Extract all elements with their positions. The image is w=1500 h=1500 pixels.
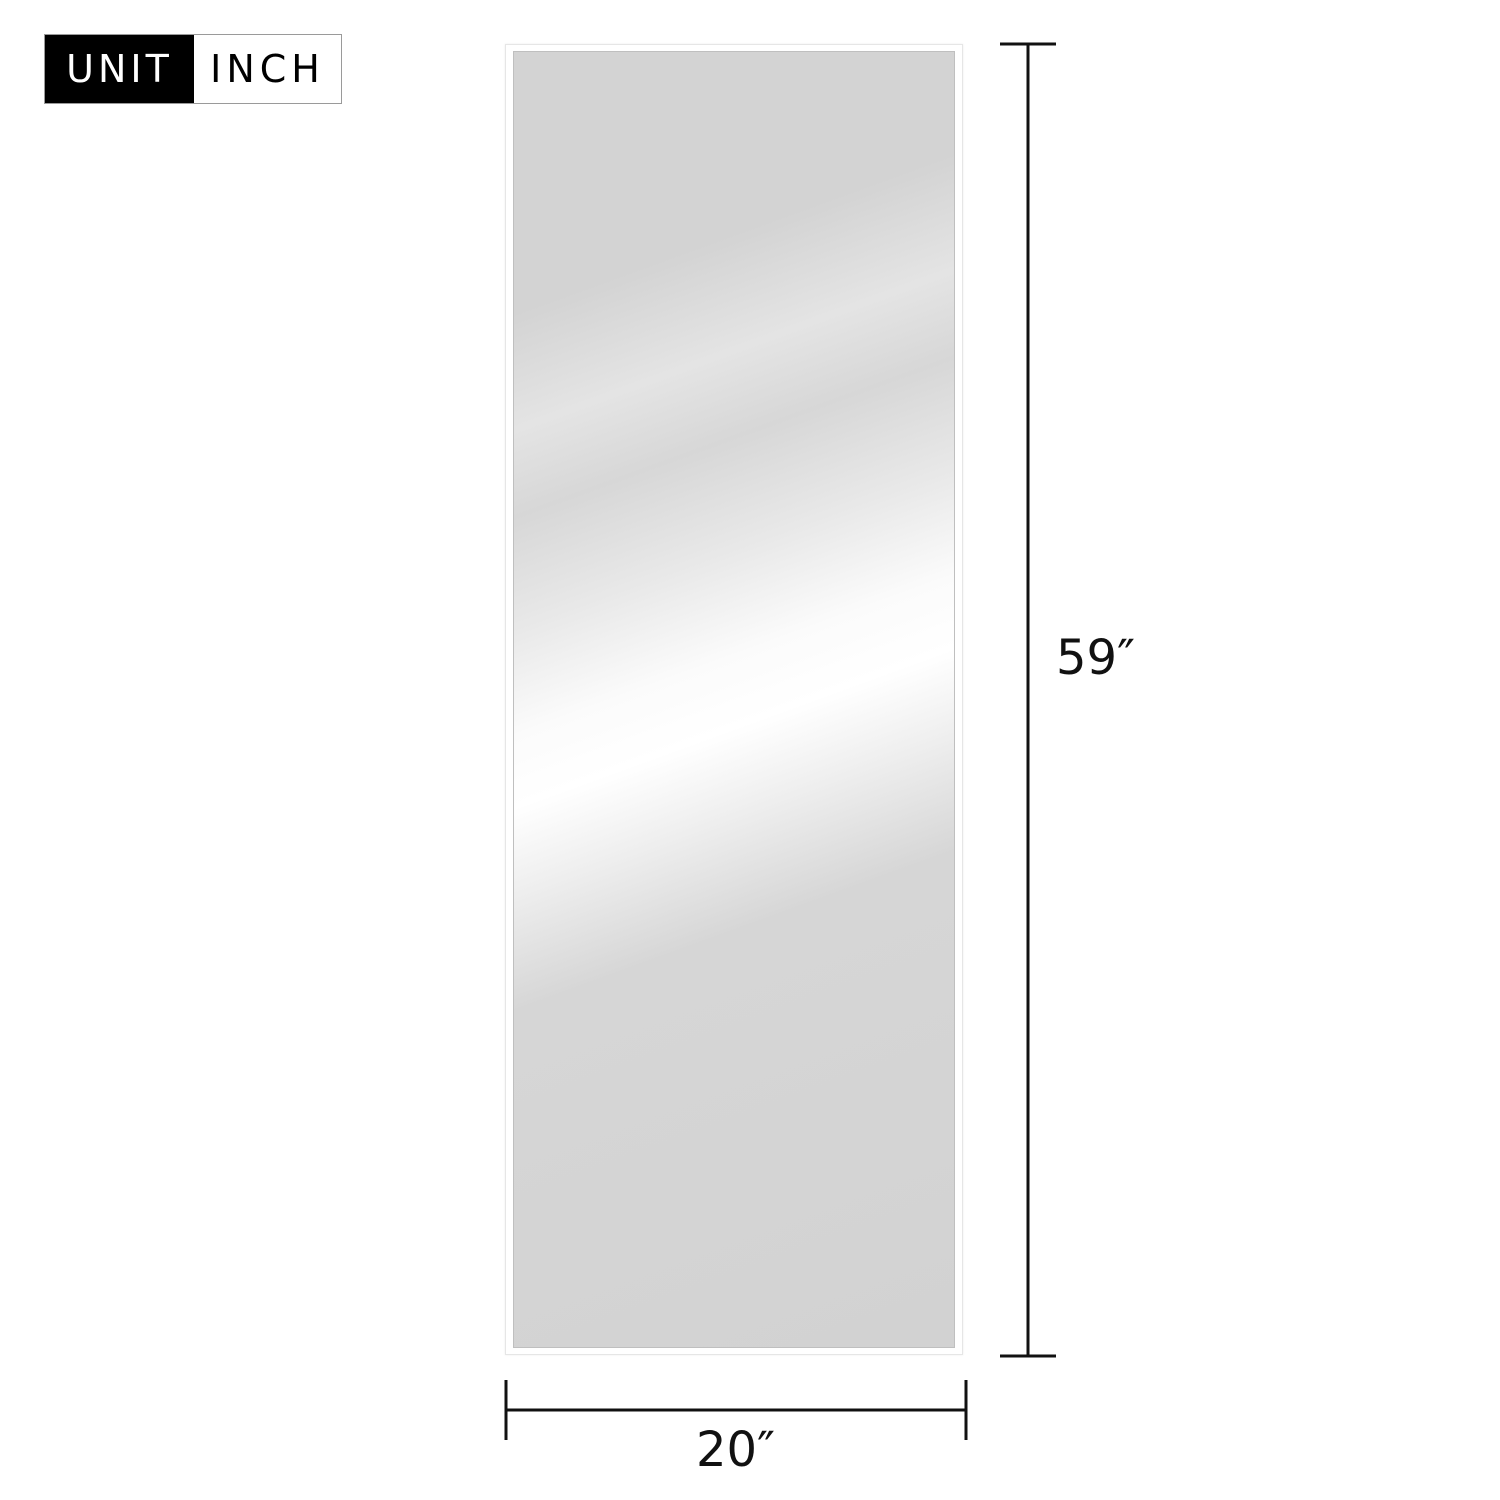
unit-value: INCH xyxy=(194,35,341,103)
mirror-frame xyxy=(505,44,963,1355)
width-dimension-label: 20″ xyxy=(696,1422,776,1478)
unit-label: UNIT xyxy=(45,35,194,103)
mirror-glass xyxy=(513,51,955,1348)
unit-badge: UNIT INCH xyxy=(44,34,342,104)
height-dimension-label: 59″ xyxy=(1056,630,1136,686)
